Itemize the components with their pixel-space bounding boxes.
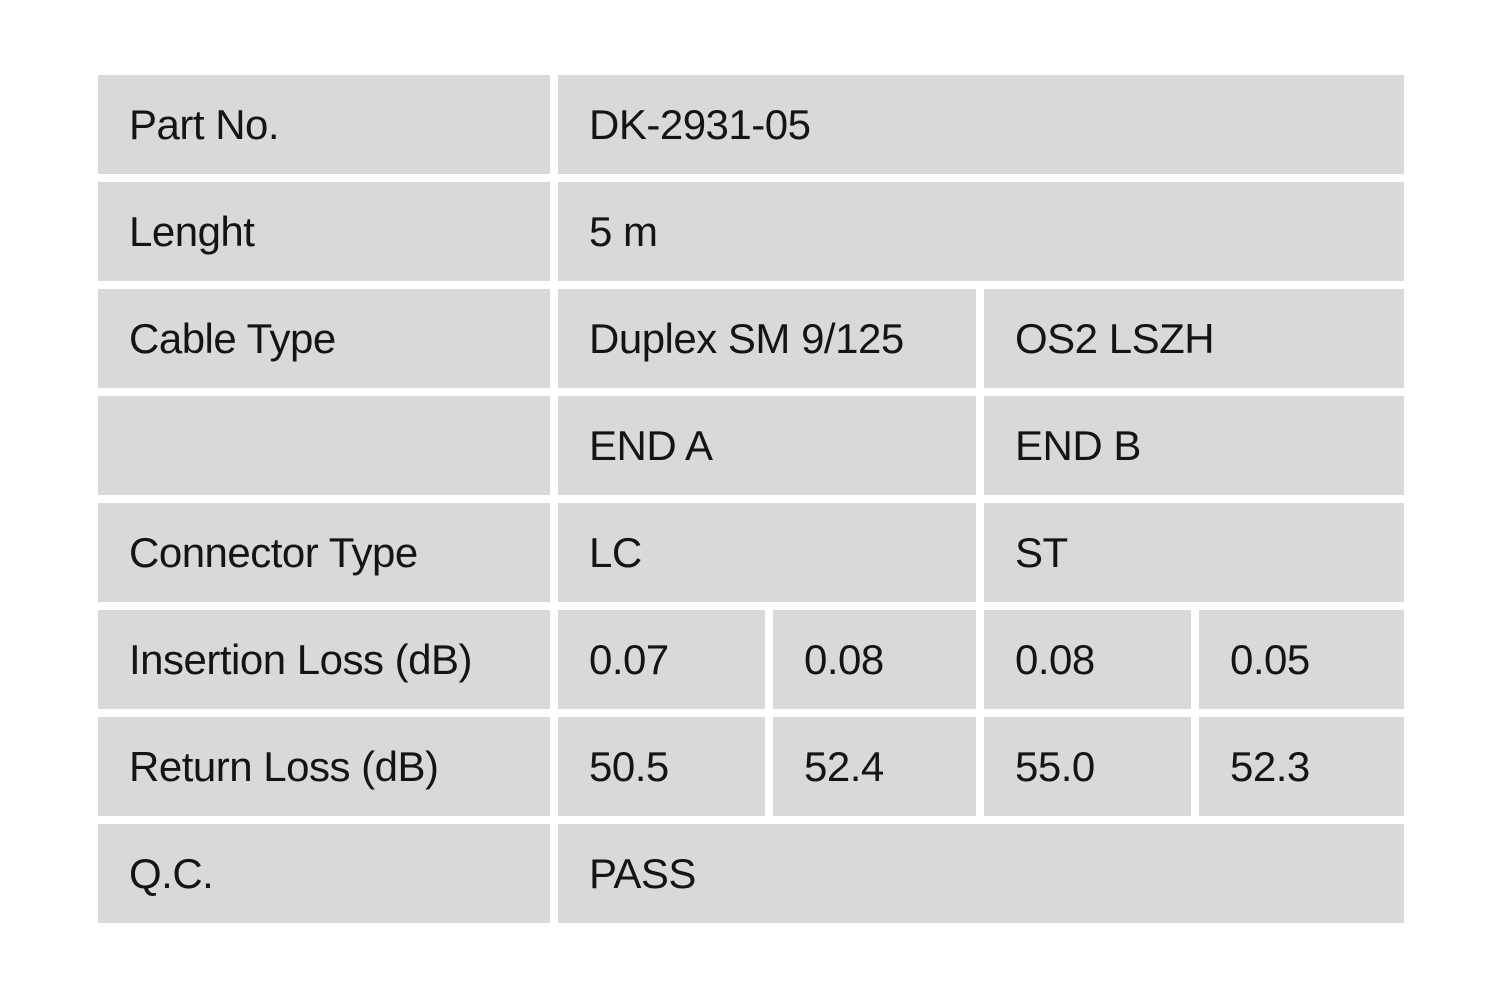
end-header-spacer xyxy=(98,396,550,495)
insertion-loss-end-a-2: 0.08 xyxy=(773,610,976,709)
qc-label: Q.C. xyxy=(98,824,550,923)
insertion-loss-end-b-2: 0.05 xyxy=(1199,610,1404,709)
return-loss-end-b-1: 55.0 xyxy=(984,717,1191,816)
qc-value: PASS xyxy=(558,824,1404,923)
part-no-label: Part No. xyxy=(98,75,550,174)
return-loss-end-b-2: 52.3 xyxy=(1199,717,1404,816)
return-loss-end-a-2: 52.4 xyxy=(773,717,976,816)
insertion-loss-end-a-1: 0.07 xyxy=(558,610,765,709)
spec-table: Part No. DK-2931-05 Lenght 5 m Cable Typ… xyxy=(98,75,1404,923)
cable-type-label: Cable Type xyxy=(98,289,550,388)
return-loss-end-a-1: 50.5 xyxy=(558,717,765,816)
length-label: Lenght xyxy=(98,182,550,281)
connector-type-end-b: ST xyxy=(984,503,1404,602)
cable-type-value-2: OS2 LSZH xyxy=(984,289,1404,388)
end-a-header: END A xyxy=(558,396,976,495)
length-value: 5 m xyxy=(558,182,1404,281)
end-b-header: END B xyxy=(984,396,1404,495)
insertion-loss-end-b-1: 0.08 xyxy=(984,610,1191,709)
insertion-loss-label: Insertion Loss (dB) xyxy=(98,610,550,709)
cable-type-value-1: Duplex SM 9/125 xyxy=(558,289,976,388)
return-loss-label: Return Loss (dB) xyxy=(98,717,550,816)
part-no-value: DK-2931-05 xyxy=(558,75,1404,174)
connector-type-label: Connector Type xyxy=(98,503,550,602)
connector-type-end-a: LC xyxy=(558,503,976,602)
